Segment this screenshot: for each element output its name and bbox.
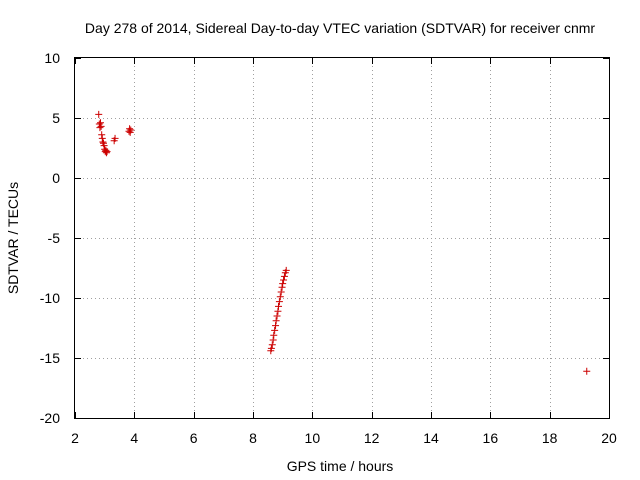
data-point bbox=[102, 149, 110, 157]
data-point bbox=[99, 138, 107, 146]
x-axis-label: GPS time / hours bbox=[287, 458, 394, 474]
data-point bbox=[268, 341, 276, 349]
data-point bbox=[278, 283, 286, 291]
data-point bbox=[111, 134, 119, 142]
y-tick-labels: 10 5 0 -5 -10 -15 -20 bbox=[40, 50, 60, 426]
data-point bbox=[274, 307, 282, 315]
y-tick-label: -10 bbox=[40, 290, 60, 306]
data-point bbox=[276, 293, 284, 301]
x-tick-label: 2 bbox=[71, 430, 79, 446]
data-point bbox=[275, 298, 283, 306]
data-point bbox=[271, 326, 279, 334]
y-tick-label: -20 bbox=[40, 410, 60, 426]
data-point bbox=[275, 302, 283, 310]
x-tick-label: 20 bbox=[601, 430, 617, 446]
plot-frame bbox=[74, 57, 610, 419]
data-point bbox=[272, 322, 280, 330]
x-tick-label: 14 bbox=[423, 430, 439, 446]
y-tick-label: -5 bbox=[48, 230, 61, 246]
data-point bbox=[95, 110, 103, 118]
data-point bbox=[126, 125, 134, 133]
data-point bbox=[273, 312, 281, 320]
data-point bbox=[96, 124, 104, 132]
chart-title: Day 278 of 2014, Sidereal Day-to-day VTE… bbox=[85, 20, 595, 36]
data-point bbox=[279, 280, 287, 288]
data-point bbox=[97, 119, 105, 127]
x-tick-label: 16 bbox=[483, 430, 499, 446]
x-tick-label: 6 bbox=[190, 430, 198, 446]
x-tick-label: 12 bbox=[364, 430, 380, 446]
data-point bbox=[100, 142, 108, 150]
data-point bbox=[127, 126, 135, 134]
x-tick-label: 10 bbox=[305, 430, 321, 446]
data-point bbox=[98, 131, 106, 139]
data-point bbox=[269, 336, 277, 344]
data-point bbox=[282, 266, 290, 274]
data-point bbox=[267, 344, 275, 352]
data-point bbox=[270, 331, 278, 339]
x-tick-label: 4 bbox=[130, 430, 138, 446]
y-tick-label: 10 bbox=[44, 50, 60, 66]
data-point bbox=[103, 148, 111, 156]
data-point bbox=[277, 288, 285, 296]
x-tick-label: 8 bbox=[249, 430, 257, 446]
data-point bbox=[280, 272, 288, 280]
x-tick-labels: 2 4 6 8 10 12 14 16 18 20 bbox=[71, 430, 617, 446]
y-tick-label: -15 bbox=[40, 350, 60, 366]
y-tick-label: 0 bbox=[52, 170, 60, 186]
y-axis-label: SDTVAR / TECUs bbox=[5, 182, 21, 294]
grid-lines bbox=[75, 58, 609, 418]
data-point bbox=[583, 367, 591, 375]
data-points bbox=[95, 110, 591, 375]
x-tick-label: 18 bbox=[542, 430, 558, 446]
data-point bbox=[97, 122, 105, 130]
y-tick-label: 5 bbox=[52, 110, 60, 126]
data-point bbox=[272, 317, 280, 325]
data-point bbox=[280, 276, 288, 284]
data-point bbox=[98, 134, 106, 142]
